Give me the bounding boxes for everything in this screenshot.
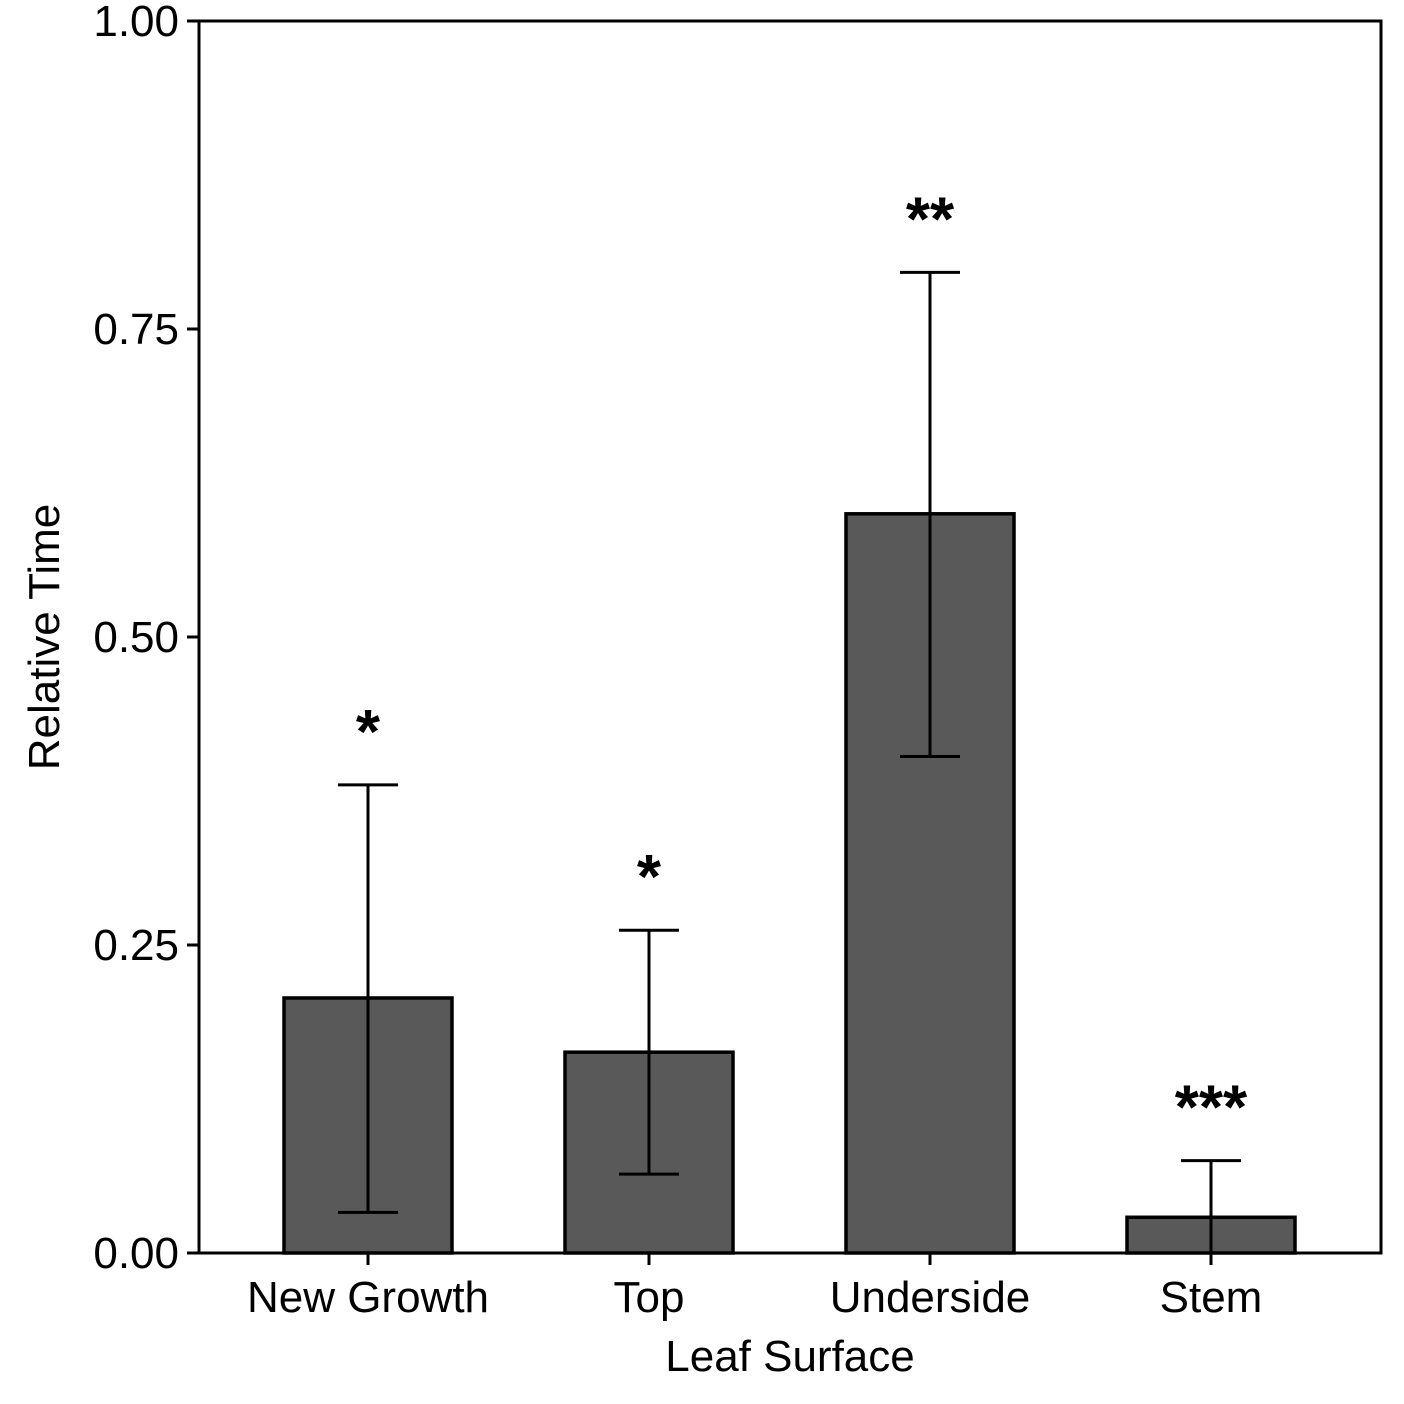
error-bar [1181,1159,1241,1253]
y-tick-label: 0.25 [93,921,179,970]
x-axis-title: Leaf Surface [665,1332,915,1381]
y-tick-label: 0.50 [93,613,179,662]
error-bars [338,270,1241,1253]
significance-labels: ******* [356,185,1248,1142]
significance-label: * [637,843,662,912]
x-axis: New Growth Top Underside Stem [199,1251,1381,1322]
x-tick-label: Underside [830,1273,1031,1322]
significance-label: ** [906,185,955,254]
error-bar [338,783,398,1214]
y-tick-label: 0.75 [93,305,179,354]
x-tick-label: Stem [1160,1273,1263,1322]
y-axis-title: Relative Time [20,504,69,771]
significance-label: * [356,698,381,767]
y-tick-label: 0.00 [93,1229,179,1278]
y-tick-label: 1.00 [93,0,179,46]
y-axis: 0.00 0.25 0.50 0.75 1.00 [93,0,201,1278]
x-tick-label: New Growth [247,1273,489,1322]
error-bar [900,270,960,759]
significance-label: *** [1175,1074,1248,1143]
error-bar [619,928,679,1176]
x-tick-label: Top [614,1273,685,1322]
